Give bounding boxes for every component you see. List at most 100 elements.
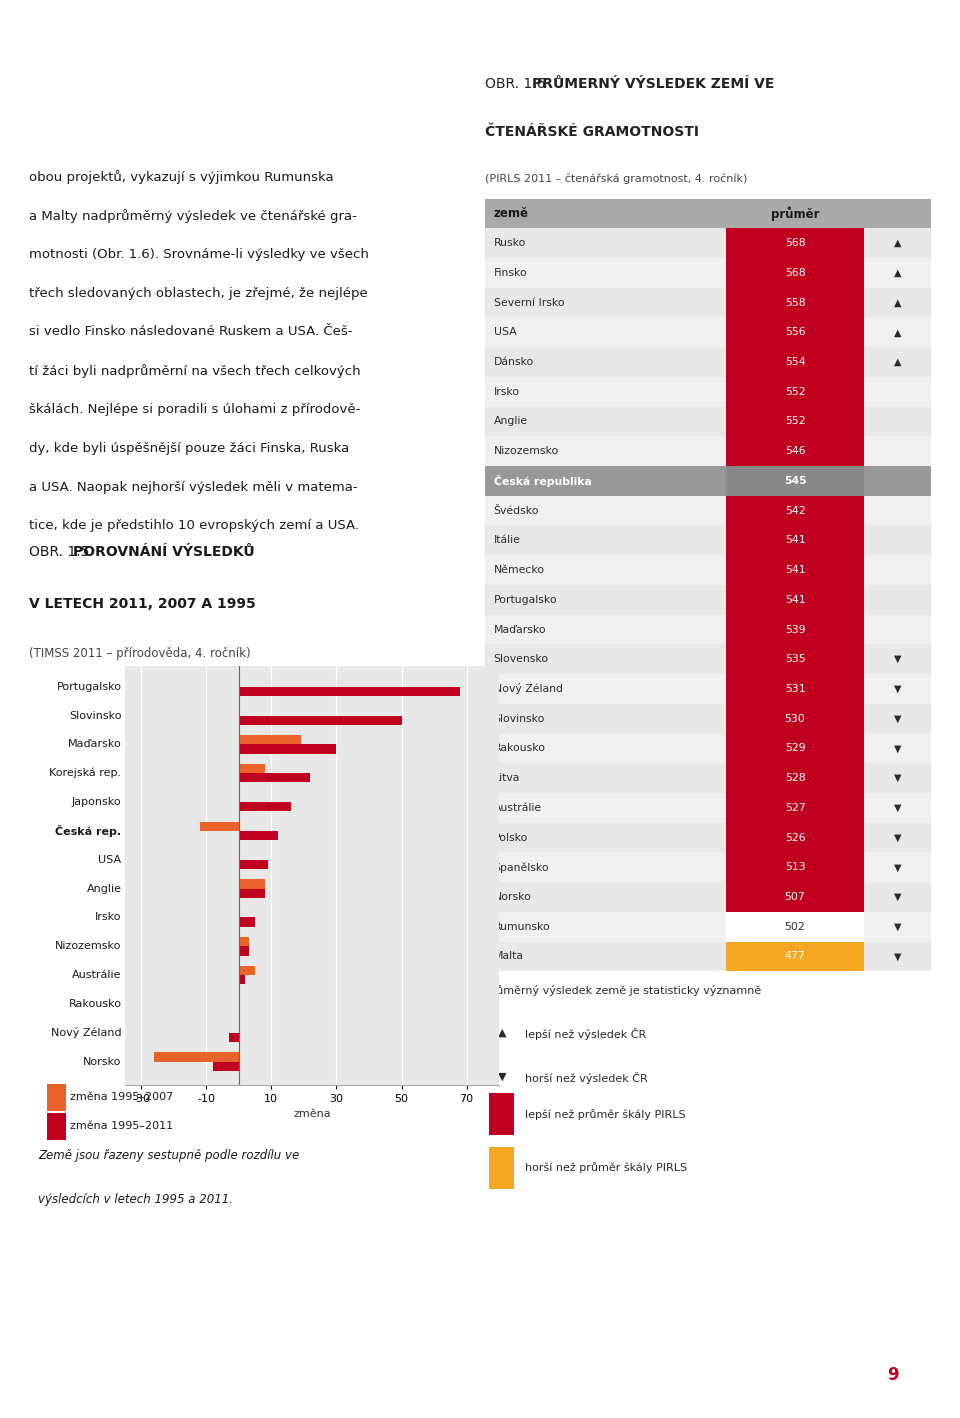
Bar (239, 744, 336, 753)
Bar (47, 1083, 66, 1110)
Text: si vedlo Finsko následované Ruskem a USA. Češ-: si vedlo Finsko následované Ruskem a USA… (29, 325, 352, 339)
Bar (239, 831, 277, 839)
Bar (864, 258, 931, 288)
Bar (864, 496, 931, 526)
Bar (726, 437, 864, 467)
Text: třech sledovaných oblastech, je zřejmé, že nejlépe: třech sledovaných oblastech, je zřejmé, … (29, 286, 368, 299)
Bar (726, 467, 864, 496)
Bar (485, 437, 726, 467)
Bar (864, 586, 931, 614)
Bar (485, 288, 726, 318)
Bar (485, 318, 726, 347)
Text: 526: 526 (784, 832, 805, 842)
Text: obou projektů, vykazují s výjimkou Rumunska: obou projektů, vykazují s výjimkou Rumun… (29, 170, 333, 184)
Text: Portugalsko: Portugalsko (57, 682, 122, 692)
Text: Maďarsko: Maďarsko (493, 624, 546, 634)
Bar (239, 976, 245, 984)
Bar (864, 318, 931, 347)
Text: Austrálie: Austrálie (493, 803, 541, 813)
Bar (239, 917, 255, 927)
Text: ▼: ▼ (894, 951, 901, 961)
Bar (485, 882, 726, 912)
Text: Rusko: Rusko (493, 238, 526, 248)
Bar (200, 821, 239, 831)
Bar (239, 773, 310, 783)
Text: PRŮMERNÝ VÝSLEDEK ZEMÍ VE: PRŮMERNÝ VÝSLEDEK ZEMÍ VE (532, 77, 774, 91)
Bar (485, 347, 726, 377)
Text: (TIMSS 2011 – přírodověda, 4. ročník): (TIMSS 2011 – přírodověda, 4. ročník) (29, 647, 251, 661)
Bar (485, 703, 726, 733)
Text: změna 1995–2007: změna 1995–2007 (70, 1092, 174, 1102)
Text: Korejská rep.: Korejská rep. (49, 769, 122, 778)
Text: ▼: ▼ (894, 654, 901, 664)
Text: 542: 542 (784, 506, 805, 516)
Bar (239, 946, 249, 956)
Text: Itálie: Itálie (493, 536, 520, 546)
Polygon shape (0, 0, 173, 71)
Text: 9: 9 (887, 1367, 899, 1384)
Bar (726, 674, 864, 703)
Bar (864, 407, 931, 437)
Bar (485, 199, 726, 228)
Bar (864, 526, 931, 556)
Bar (726, 258, 864, 288)
Text: 507: 507 (784, 892, 805, 902)
Text: ▲: ▲ (894, 268, 901, 278)
Bar (485, 586, 726, 614)
Text: Maďarsko: Maďarsko (68, 739, 122, 749)
Text: 552: 552 (784, 387, 805, 397)
Bar (864, 614, 931, 644)
Bar (485, 614, 726, 644)
Text: Rumunsko: Rumunsko (493, 922, 550, 932)
Bar (726, 882, 864, 912)
Text: Nový Zéland: Nový Zéland (493, 683, 563, 695)
Text: ▲: ▲ (894, 298, 901, 308)
Text: a USA. Naopak nejhorší výsledek měli v matema-: a USA. Naopak nejhorší výsledek měli v m… (29, 481, 357, 493)
Text: Irsko: Irsko (493, 387, 520, 397)
Text: ▲: ▲ (894, 328, 901, 337)
Bar (726, 614, 864, 644)
Text: lepší než výsledek ČR: lepší než výsledek ČR (525, 1028, 646, 1039)
Bar (239, 966, 255, 976)
Text: ▲: ▲ (894, 357, 901, 367)
Text: Německo: Německo (493, 564, 545, 576)
Bar (485, 912, 726, 942)
Text: Slovinsko: Slovinsko (69, 710, 122, 720)
X-axis label: změna: změna (293, 1109, 331, 1119)
Text: ▲: ▲ (498, 1028, 507, 1038)
Bar (239, 937, 249, 946)
Bar (485, 467, 726, 496)
Text: 545: 545 (783, 476, 806, 486)
Bar (726, 644, 864, 674)
Text: ▼: ▼ (894, 892, 901, 902)
Bar (239, 859, 268, 869)
Bar (726, 377, 864, 407)
Text: Finsko: Finsko (493, 268, 527, 278)
Text: Dánsko: Dánsko (493, 357, 534, 367)
Text: Slovinsko: Slovinsko (493, 713, 545, 723)
Bar (239, 803, 291, 811)
Bar (239, 735, 300, 744)
Text: Norsko: Norsko (84, 1056, 122, 1066)
Text: ▼: ▼ (894, 922, 901, 932)
Text: Španělsko: Španělsko (493, 861, 549, 873)
Bar (864, 703, 931, 733)
Text: 556: 556 (784, 328, 805, 337)
Text: horší než průměr škály PIRLS: horší než průměr škály PIRLS (525, 1163, 687, 1173)
Text: Malta: Malta (493, 951, 524, 961)
Text: 527: 527 (784, 803, 805, 813)
Bar (864, 733, 931, 763)
Bar (864, 674, 931, 703)
Bar (726, 733, 864, 763)
Bar (485, 556, 726, 584)
Bar (726, 822, 864, 852)
Text: ▼: ▼ (894, 713, 901, 723)
Text: Průměrný výsledek země je statisticky významně: Průměrný výsledek země je statisticky vý… (485, 986, 761, 997)
Text: tí žáci byli nadprůměrní na všech třech celkových: tí žáci byli nadprůměrní na všech třech … (29, 364, 360, 379)
Bar (726, 703, 864, 733)
Text: Švédsko: Švédsko (493, 506, 540, 516)
Bar (864, 377, 931, 407)
Text: země: země (493, 207, 529, 220)
Text: 546: 546 (784, 447, 805, 457)
Text: změna 1995–2011: změna 1995–2011 (70, 1122, 173, 1132)
